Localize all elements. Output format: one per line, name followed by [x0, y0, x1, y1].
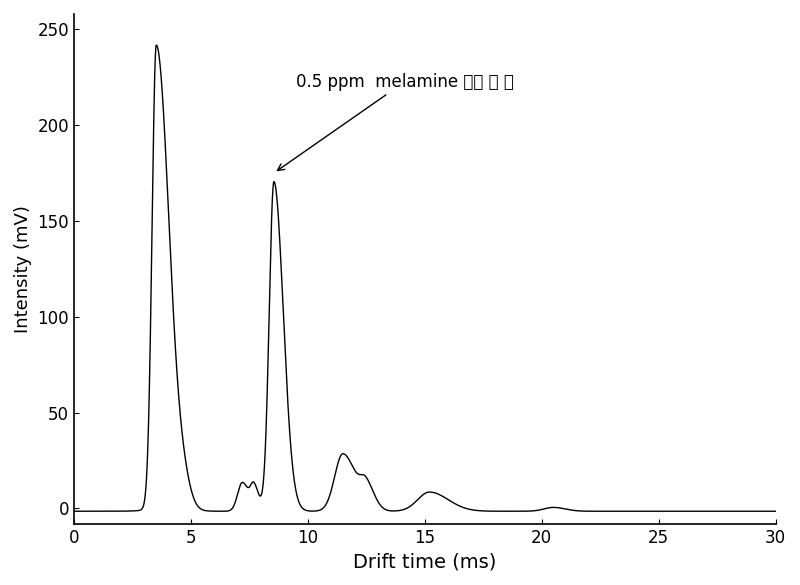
Y-axis label: Intensity (mV): Intensity (mV)	[14, 205, 32, 333]
X-axis label: Drift time (ms): Drift time (ms)	[353, 552, 497, 571]
Text: 0.5 ppm  melamine 标准 样 品: 0.5 ppm melamine 标准 样 品	[278, 73, 514, 170]
